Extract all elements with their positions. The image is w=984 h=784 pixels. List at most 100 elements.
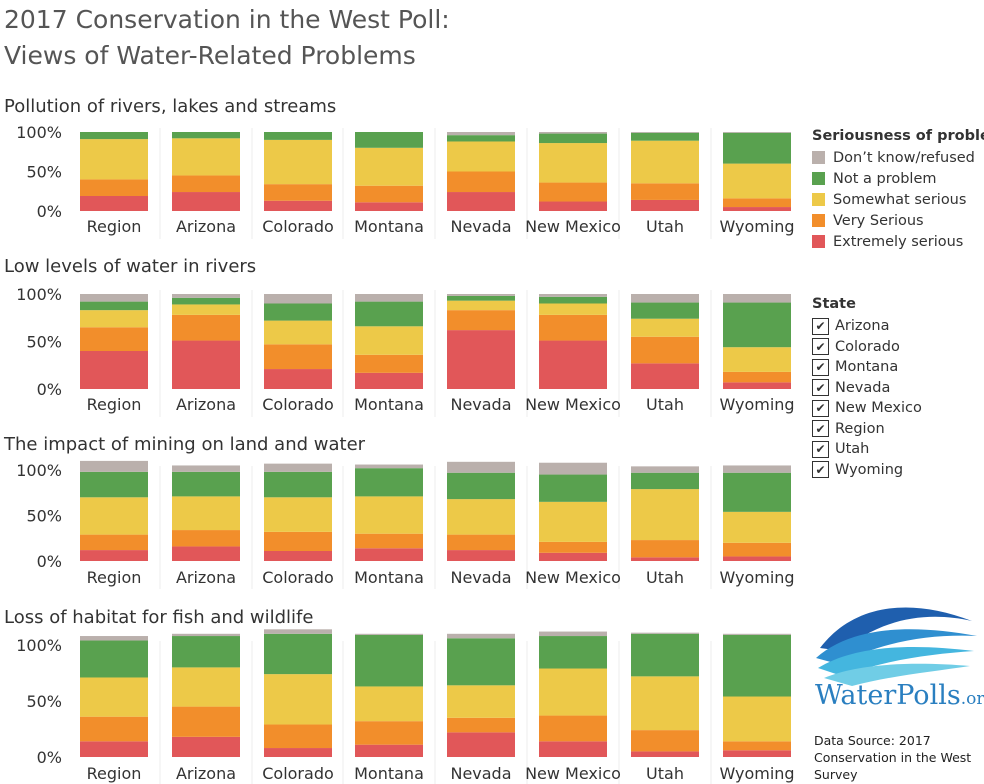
bar-segment[interactable] bbox=[172, 304, 240, 315]
bar-segment[interactable] bbox=[539, 715, 607, 742]
bar-segment[interactable] bbox=[264, 463, 332, 472]
bar-segment[interactable] bbox=[539, 552, 607, 561]
bar-segment[interactable] bbox=[355, 354, 423, 373]
bar-segment[interactable] bbox=[631, 751, 699, 757]
checkbox-icon[interactable]: ✔ bbox=[812, 420, 829, 438]
bar-segment[interactable] bbox=[172, 465, 240, 472]
bar-segment[interactable] bbox=[80, 179, 148, 196]
bar-segment[interactable] bbox=[447, 310, 515, 331]
bar-segment[interactable] bbox=[264, 200, 332, 211]
bar-segment[interactable] bbox=[264, 139, 332, 185]
bar-segment[interactable] bbox=[355, 372, 423, 389]
bar-segment[interactable] bbox=[539, 501, 607, 542]
bar-segment[interactable] bbox=[80, 301, 148, 311]
bar-segment[interactable] bbox=[172, 294, 240, 298]
bar-segment[interactable] bbox=[355, 132, 423, 148]
bar-segment[interactable] bbox=[631, 318, 699, 337]
checkbox-icon[interactable]: ✔ bbox=[812, 440, 829, 458]
bar-segment[interactable] bbox=[723, 207, 791, 211]
bar-segment[interactable] bbox=[631, 199, 699, 211]
bar-segment[interactable] bbox=[80, 294, 148, 302]
bar-segment[interactable] bbox=[355, 464, 423, 469]
bar-segment[interactable] bbox=[264, 320, 332, 345]
bar-segment[interactable] bbox=[80, 195, 148, 211]
bar-segment[interactable] bbox=[723, 750, 791, 757]
bar-segment[interactable] bbox=[264, 674, 332, 725]
bar-segment[interactable] bbox=[447, 141, 515, 172]
bar-segment[interactable] bbox=[172, 636, 240, 668]
bar-segment[interactable] bbox=[539, 474, 607, 502]
bar-segment[interactable] bbox=[723, 741, 791, 751]
bar-segment[interactable] bbox=[264, 303, 332, 321]
bar-segment[interactable] bbox=[723, 633, 791, 635]
bar-segment[interactable] bbox=[447, 295, 515, 301]
bar-segment[interactable] bbox=[172, 471, 240, 497]
checkbox-icon[interactable]: ✔ bbox=[812, 379, 829, 397]
bar-segment[interactable] bbox=[447, 685, 515, 718]
bar-segment[interactable] bbox=[447, 135, 515, 142]
bar-segment[interactable] bbox=[80, 310, 148, 328]
bar-segment[interactable] bbox=[539, 294, 607, 297]
bar-segment[interactable] bbox=[264, 132, 332, 140]
checkbox-icon[interactable]: ✔ bbox=[812, 358, 829, 376]
bar-segment[interactable] bbox=[80, 139, 148, 180]
bar-segment[interactable] bbox=[80, 327, 148, 351]
bar-segment[interactable] bbox=[631, 632, 699, 634]
bar-segment[interactable] bbox=[355, 294, 423, 302]
bar-segment[interactable] bbox=[631, 140, 699, 184]
bar-segment[interactable] bbox=[631, 336, 699, 364]
bar-segment[interactable] bbox=[80, 716, 148, 742]
bar-segment[interactable] bbox=[355, 686, 423, 722]
bar-segment[interactable] bbox=[447, 330, 515, 389]
bar-segment[interactable] bbox=[631, 294, 699, 303]
state-filter-item[interactable]: ✔ Arizona bbox=[812, 316, 922, 337]
bar-segment[interactable] bbox=[631, 132, 699, 133]
bar-segment[interactable] bbox=[631, 466, 699, 473]
bar-segment[interactable] bbox=[447, 461, 515, 473]
bar-segment[interactable] bbox=[80, 741, 148, 757]
bar-segment[interactable] bbox=[539, 314, 607, 341]
bar-segment[interactable] bbox=[80, 497, 148, 535]
bar-segment[interactable] bbox=[355, 468, 423, 497]
checkbox-icon[interactable]: ✔ bbox=[812, 338, 829, 356]
bar-segment[interactable] bbox=[723, 132, 791, 164]
bar-segment[interactable] bbox=[631, 730, 699, 752]
bar-segment[interactable] bbox=[355, 533, 423, 549]
bar-segment[interactable] bbox=[355, 496, 423, 534]
bar-segment[interactable] bbox=[447, 300, 515, 311]
bar-segment[interactable] bbox=[447, 294, 515, 296]
bar-segment[interactable] bbox=[723, 511, 791, 543]
bar-segment[interactable] bbox=[723, 347, 791, 372]
bar-segment[interactable] bbox=[172, 132, 240, 139]
bar-segment[interactable] bbox=[264, 629, 332, 634]
bar-segment[interactable] bbox=[172, 633, 240, 637]
bar-segment[interactable] bbox=[447, 171, 515, 193]
bar-segment[interactable] bbox=[447, 732, 515, 757]
state-filter-item[interactable]: ✔ Montana bbox=[812, 357, 922, 378]
bar-segment[interactable] bbox=[355, 744, 423, 757]
bar-segment[interactable] bbox=[355, 633, 423, 635]
bar-segment[interactable] bbox=[723, 696, 791, 742]
bar-segment[interactable] bbox=[264, 471, 332, 498]
bar-segment[interactable] bbox=[355, 326, 423, 355]
bar-segment[interactable] bbox=[631, 540, 699, 558]
bar-segment[interactable] bbox=[355, 202, 423, 211]
bar-segment[interactable] bbox=[539, 303, 607, 315]
bar-segment[interactable] bbox=[172, 340, 240, 389]
bar-segment[interactable] bbox=[172, 667, 240, 707]
bar-segment[interactable] bbox=[355, 147, 423, 186]
bar-segment[interactable] bbox=[447, 717, 515, 733]
bar-segment[interactable] bbox=[172, 314, 240, 341]
legend-item[interactable]: Somewhat serious bbox=[812, 189, 984, 210]
bar-segment[interactable] bbox=[264, 184, 332, 201]
bar-segment[interactable] bbox=[631, 472, 699, 490]
state-filter-item[interactable]: ✔ Colorado bbox=[812, 337, 922, 358]
bar-segment[interactable] bbox=[631, 302, 699, 319]
bar-segment[interactable] bbox=[539, 741, 607, 757]
bar-segment[interactable] bbox=[539, 462, 607, 475]
bar-segment[interactable] bbox=[539, 132, 607, 134]
bar-segment[interactable] bbox=[80, 534, 148, 551]
bar-segment[interactable] bbox=[723, 132, 791, 133]
checkbox-icon[interactable]: ✔ bbox=[812, 317, 829, 335]
bar-segment[interactable] bbox=[539, 143, 607, 183]
